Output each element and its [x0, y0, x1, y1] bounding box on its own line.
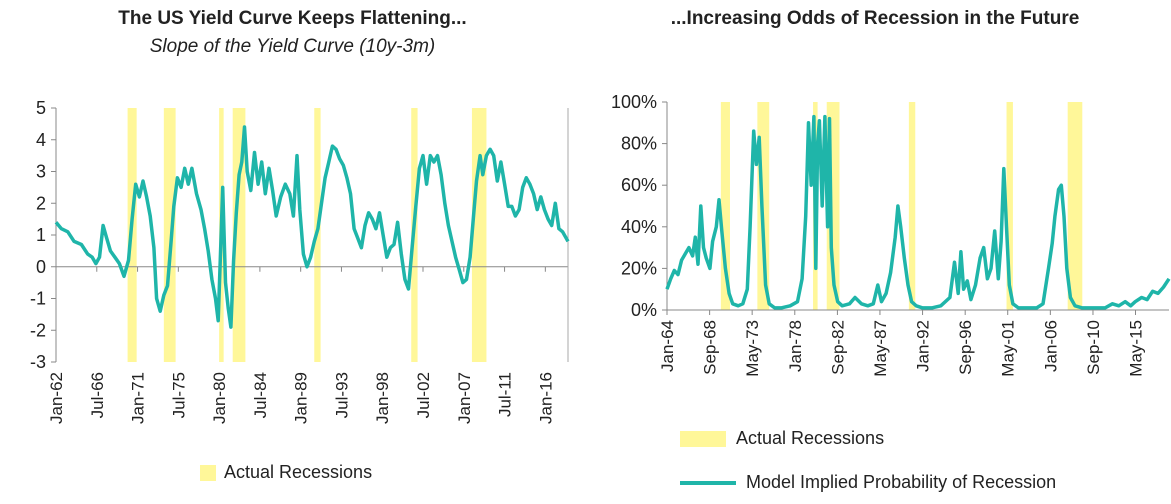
- left-chart-subtitle: Slope of the Yield Curve (10y-3m): [149, 36, 436, 57]
- legend-actual-recessions: Actual Recessions: [224, 462, 373, 482]
- right-legend-recessions: Actual Recessions: [680, 428, 884, 449]
- x-tick-label: Jan-92: [914, 320, 933, 372]
- x-tick-label: Jul-66: [88, 372, 107, 418]
- left-chart-title: The US Yield Curve Keeps Flattening...: [118, 8, 467, 29]
- x-tick-label: Jul-02: [414, 372, 433, 418]
- y-tick-label: 5: [36, 98, 46, 118]
- y-tick-label: 40%: [621, 217, 657, 237]
- x-tick-label: Jan-78: [786, 320, 805, 372]
- y-tick-label: 80%: [621, 134, 657, 154]
- x-tick-label: Sep-10: [1084, 320, 1103, 375]
- series-line: [665, 114, 1171, 310]
- x-tick-label: Jul-84: [251, 372, 270, 418]
- y-tick-label: -1: [30, 289, 46, 309]
- x-tick-label: Jan-07: [455, 372, 474, 424]
- legend-model-probability: Model Implied Probability of Recession: [746, 472, 1057, 492]
- legend-actual-recessions: Actual Recessions: [736, 428, 885, 448]
- y-tick-label: 2: [36, 193, 46, 213]
- y-tick-label: -3: [30, 352, 46, 372]
- recession-swatch: [680, 430, 726, 447]
- x-tick-label: Jan-62: [47, 372, 66, 424]
- x-tick-label: May-01: [999, 320, 1018, 377]
- x-tick-label: Jan-71: [129, 372, 148, 424]
- recession-band: [163, 108, 176, 362]
- y-tick-label: -2: [30, 320, 46, 340]
- y-tick-label: 20%: [621, 258, 657, 278]
- y-tick-label: 3: [36, 162, 46, 182]
- x-tick-label: Sep-96: [956, 320, 975, 375]
- right-chart-title: ...Increasing Odds of Recession in the F…: [670, 8, 1080, 29]
- yield-curve-panel: The US Yield Curve Keeps Flattening... S…: [0, 0, 585, 504]
- recession-band: [908, 102, 916, 310]
- x-tick-label: Jul-75: [169, 372, 188, 418]
- recession-probability-chart: 100% 80% 60% 40% 20% 0%Jan-64 Sep-68 May-73 Jan-…: [611, 92, 1171, 377]
- recession-band: [471, 108, 487, 362]
- recession-band: [1006, 102, 1013, 310]
- left-legend: Actual Recessions: [200, 462, 372, 483]
- y-tick-label: 100%: [611, 92, 657, 112]
- x-tick-label: Sep-82: [828, 320, 847, 375]
- recession-odds-panel: ...Increasing Odds of Recession in the F…: [585, 0, 1171, 504]
- recession-band: [232, 108, 246, 362]
- y-tick-label: 60%: [621, 175, 657, 195]
- x-tick-label: Jul-11: [496, 372, 515, 417]
- y-tick-label: 4: [36, 130, 46, 150]
- x-tick-label: Jan-16: [536, 372, 555, 424]
- x-tick-label: Sep-68: [701, 320, 720, 375]
- y-tick-label: 0%: [631, 300, 657, 320]
- x-tick-label: Jan-89: [292, 372, 311, 424]
- x-tick-label: May-87: [871, 320, 890, 377]
- x-tick-label: Jan-06: [1041, 320, 1060, 372]
- x-tick-label: Jan-64: [658, 320, 677, 372]
- probability-line-swatch: [680, 480, 736, 485]
- x-tick-label: May-73: [743, 320, 762, 377]
- recession-swatch: [200, 464, 216, 481]
- x-tick-label: May-15: [1127, 320, 1146, 377]
- right-legend-probability: Model Implied Probability of Recession: [680, 472, 1056, 493]
- y-tick-label: 1: [36, 225, 46, 245]
- y-tick-label: 0: [36, 257, 46, 277]
- series-line: [54, 125, 570, 329]
- x-tick-label: Jan-98: [373, 372, 392, 424]
- x-tick-label: Jan-80: [210, 372, 229, 424]
- recession-band: [720, 102, 730, 310]
- recession-band: [1067, 102, 1083, 310]
- x-tick-label: Jul-93: [332, 372, 351, 418]
